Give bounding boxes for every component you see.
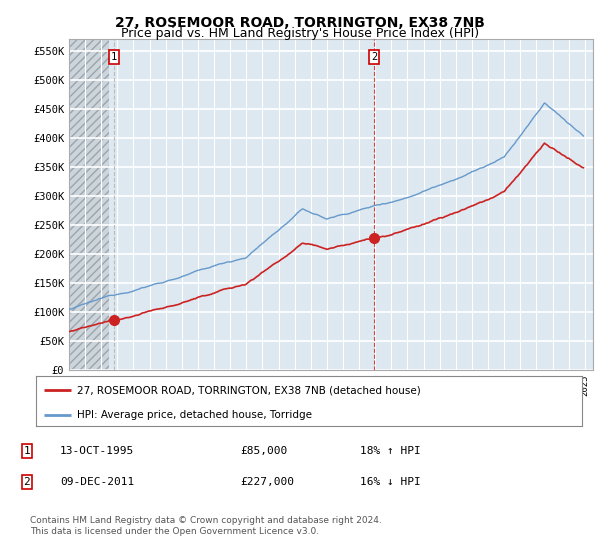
Text: 2: 2 [371,53,377,62]
Text: 1: 1 [111,53,117,62]
Text: 18% ↑ HPI: 18% ↑ HPI [360,446,421,456]
Text: 27, ROSEMOOR ROAD, TORRINGTON, EX38 7NB (detached house): 27, ROSEMOOR ROAD, TORRINGTON, EX38 7NB … [77,385,421,395]
Text: 27, ROSEMOOR ROAD, TORRINGTON, EX38 7NB: 27, ROSEMOOR ROAD, TORRINGTON, EX38 7NB [115,16,485,30]
Text: Contains HM Land Registry data © Crown copyright and database right 2024.
This d: Contains HM Land Registry data © Crown c… [30,516,382,536]
Text: £85,000: £85,000 [240,446,287,456]
Bar [69,39,109,370]
Text: 1: 1 [23,446,31,456]
Text: 2: 2 [23,477,31,487]
Text: 13-OCT-1995: 13-OCT-1995 [60,446,134,456]
Text: 16% ↓ HPI: 16% ↓ HPI [360,477,421,487]
Text: HPI: Average price, detached house, Torridge: HPI: Average price, detached house, Torr… [77,410,312,420]
Text: £227,000: £227,000 [240,477,294,487]
Text: 09-DEC-2011: 09-DEC-2011 [60,477,134,487]
Text: Price paid vs. HM Land Registry's House Price Index (HPI): Price paid vs. HM Land Registry's House … [121,27,479,40]
